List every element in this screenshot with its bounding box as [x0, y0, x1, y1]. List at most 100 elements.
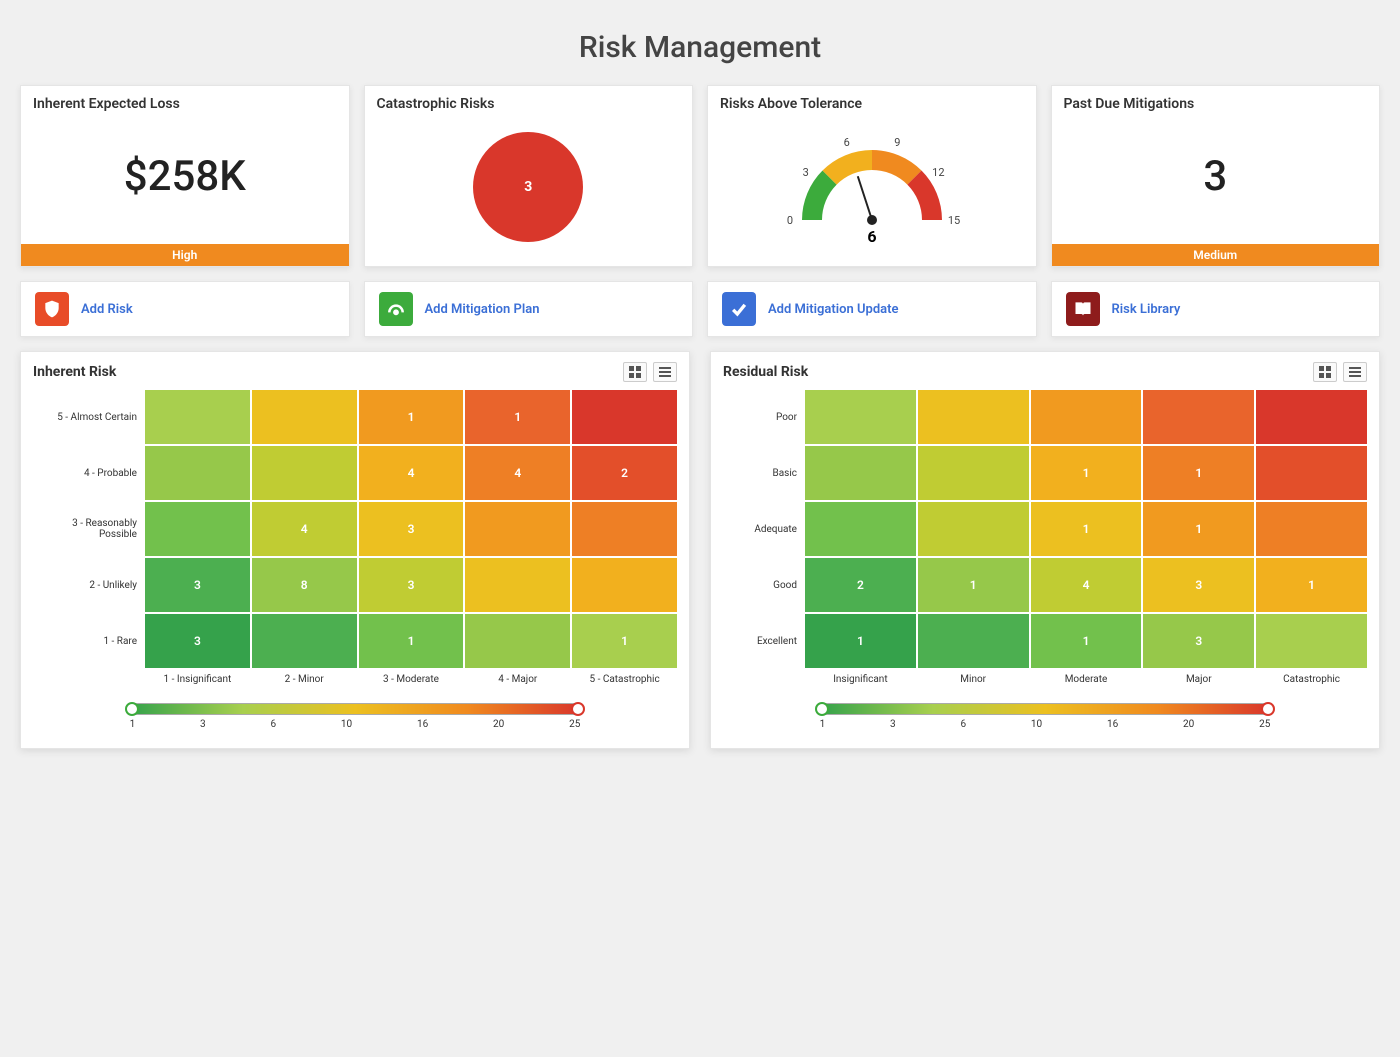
heatmap-cell[interactable]: 1	[805, 614, 916, 668]
action-label: Add Mitigation Plan	[425, 302, 540, 317]
heatmap-cell[interactable]	[572, 558, 677, 612]
heatmap-cell[interactable]: 3	[145, 614, 250, 668]
pie-chart: 3	[473, 132, 583, 242]
card-title: Inherent Expected Loss	[21, 86, 349, 112]
svg-text:12: 12	[932, 166, 944, 179]
page-title: Risk Management	[20, 30, 1380, 65]
action-label: Risk Library	[1112, 302, 1181, 317]
heatmap-cell[interactable]	[1256, 502, 1367, 556]
heatmap-cell[interactable]	[918, 390, 1029, 444]
heatmap-cell[interactable]	[918, 446, 1029, 500]
heatmap-cell[interactable]	[572, 390, 677, 444]
heatmap-cell[interactable]	[465, 614, 570, 668]
status-badge: Medium	[1052, 244, 1380, 266]
heatmap-cell[interactable]	[252, 390, 357, 444]
dashboard: Risk Management Inherent Expected Loss $…	[20, 30, 1380, 749]
heatmap-row: Inherent Risk 5 - Almost Certain114 - Pr…	[20, 351, 1380, 749]
heatmap-cell[interactable]	[465, 558, 570, 612]
grid-view-icon[interactable]	[623, 362, 647, 382]
legend-ticks: 13610162025	[130, 719, 581, 730]
card-expected-loss[interactable]: Inherent Expected Loss $258K High	[20, 85, 350, 267]
heatmap-col-label: Major	[1143, 670, 1254, 685]
heatmap-cell[interactable]: 1	[918, 558, 1029, 612]
action-label: Add Risk	[81, 302, 133, 317]
card-catastrophic[interactable]: Catastrophic Risks 3	[364, 85, 694, 267]
pie-value: 3	[524, 179, 532, 195]
heatmap-cell[interactable]: 4	[465, 446, 570, 500]
action-add-risk[interactable]: Add Risk	[20, 281, 350, 337]
heatmap-cell[interactable]: 1	[1031, 614, 1142, 668]
heatmap-cell[interactable]: 3	[359, 558, 464, 612]
heatmap-cell[interactable]: 4	[252, 502, 357, 556]
heatmap-cell[interactable]	[252, 614, 357, 668]
panel-tools	[623, 362, 677, 382]
list-view-icon[interactable]	[653, 362, 677, 382]
heatmap-cell[interactable]: 4	[359, 446, 464, 500]
heatmap-cell[interactable]	[918, 502, 1029, 556]
panel-tools	[1313, 362, 1367, 382]
heatmap-row-label: 3 - Reasonably Possible	[33, 502, 143, 556]
heatmap-cell[interactable]: 1	[1031, 446, 1142, 500]
gauge-chart: 036912156	[772, 120, 972, 254]
heatmap-cell[interactable]	[805, 502, 916, 556]
heatmap-cell[interactable]	[1143, 390, 1254, 444]
heatmap-cell[interactable]: 1	[1143, 502, 1254, 556]
heatmap-cell[interactable]: 1	[1143, 446, 1254, 500]
heatmap-cell[interactable]: 3	[359, 502, 464, 556]
heatmap-cell[interactable]: 8	[252, 558, 357, 612]
past-due-value: 3	[1203, 152, 1227, 201]
card-title: Catastrophic Risks	[365, 86, 693, 112]
heatmap-cell[interactable]	[252, 446, 357, 500]
heatmap-col-label: Insignificant	[805, 670, 916, 685]
heatmap-cell[interactable]: 1	[359, 390, 464, 444]
heatmap-cell[interactable]: 3	[1143, 558, 1254, 612]
card-past-due[interactable]: Past Due Mitigations 3 Medium	[1051, 85, 1381, 267]
svg-text:6: 6	[867, 227, 876, 246]
list-view-icon[interactable]	[1343, 362, 1367, 382]
heatmap-cell[interactable]: 1	[1256, 558, 1367, 612]
heatmap-cell[interactable]	[465, 502, 570, 556]
heatmap-cell[interactable]	[805, 446, 916, 500]
heatmap-col-label: Moderate	[1031, 670, 1142, 685]
book-icon	[1066, 292, 1100, 326]
heatmap-cell[interactable]	[145, 502, 250, 556]
heatmap-cell[interactable]: 3	[1143, 614, 1254, 668]
heatmap-cell[interactable]: 2	[805, 558, 916, 612]
heatmap-cell[interactable]: 1	[572, 614, 677, 668]
heatmap-cell[interactable]: 2	[572, 446, 677, 500]
panel-residual-risk: Residual Risk PoorBasic11Adequate11Good2…	[710, 351, 1380, 749]
heatmap-cell[interactable]	[1031, 390, 1142, 444]
gauge-icon	[379, 292, 413, 326]
check-icon	[722, 292, 756, 326]
heatmap-row-label: 2 - Unlikely	[33, 558, 143, 612]
heatmap-row-label: 1 - Rare	[33, 614, 143, 668]
heatmap-cell[interactable]: 1	[465, 390, 570, 444]
svg-text:15: 15	[948, 214, 960, 227]
card-tolerance[interactable]: Risks Above Tolerance 036912156	[707, 85, 1037, 267]
action-add-mitigation-update[interactable]: Add Mitigation Update	[707, 281, 1037, 337]
heatmap-cell[interactable]	[572, 502, 677, 556]
heatmap-col-label: 2 - Minor	[252, 670, 357, 685]
heatmap-cell[interactable]	[805, 390, 916, 444]
action-add-mitigation-plan[interactable]: Add Mitigation Plan	[364, 281, 694, 337]
heatmap-cell[interactable]	[1256, 446, 1367, 500]
heatmap-cell[interactable]	[145, 446, 250, 500]
heatmap-cell[interactable]	[1256, 614, 1367, 668]
heatmap-row-label: Basic	[723, 446, 803, 500]
panel-title: Inherent Risk	[33, 364, 116, 380]
action-risk-library[interactable]: Risk Library	[1051, 281, 1381, 337]
legend-gradient	[820, 703, 1271, 715]
kpi-row: Inherent Expected Loss $258K High Catast…	[20, 85, 1380, 267]
heatmap-cell[interactable]: 4	[1031, 558, 1142, 612]
heatmap-cell[interactable]: 3	[145, 558, 250, 612]
heatmap-cell[interactable]	[1256, 390, 1367, 444]
heatmap-cell[interactable]	[918, 614, 1029, 668]
heatmap-cell[interactable]	[145, 390, 250, 444]
status-badge: High	[21, 244, 349, 266]
heatmap-cell[interactable]: 1	[359, 614, 464, 668]
heatmap-row-label: Adequate	[723, 502, 803, 556]
heatmap-cell[interactable]: 1	[1031, 502, 1142, 556]
grid-view-icon[interactable]	[1313, 362, 1337, 382]
heatmap-row-label: Good	[723, 558, 803, 612]
legend-ticks: 13610162025	[820, 719, 1271, 730]
